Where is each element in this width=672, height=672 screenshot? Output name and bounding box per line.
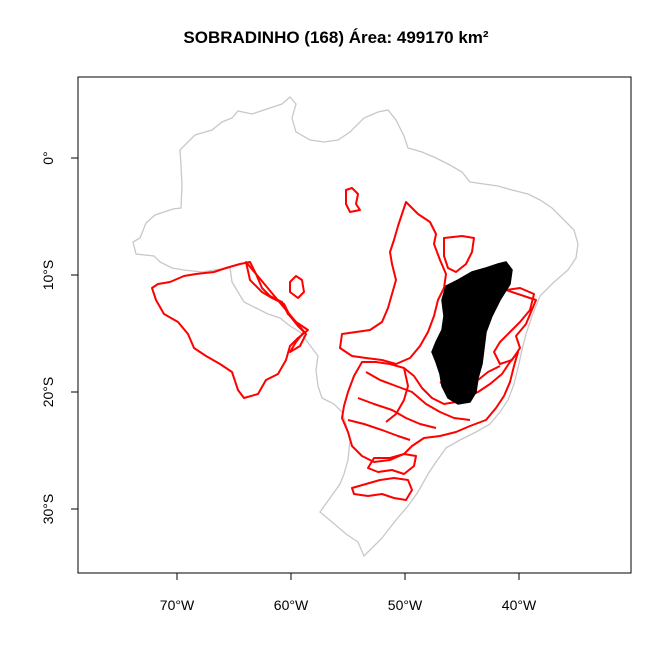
map-title: SOBRADINHO (168) Área: 499170 km² (183, 28, 489, 47)
basin-outline-south (367, 453, 417, 475)
brazil-outline (132, 96, 579, 558)
basin-outline-internal-4 (385, 367, 409, 423)
basin-outline-east-coast (493, 287, 537, 365)
basin-outline-west (151, 261, 309, 399)
basin-outline-parana (341, 351, 519, 463)
basin-outline-small-pocket (289, 275, 305, 299)
x-axis: 70°W 60°W 50°W 40°W (160, 572, 537, 613)
sub-basin-outlines (151, 187, 537, 501)
y-tick-label: 20°S (40, 377, 56, 408)
highlighted-basin-sobradinho (431, 261, 513, 405)
x-tick-label: 60°W (274, 597, 309, 613)
basin-outline-internal-1 (365, 371, 471, 421)
y-tick-label: 10°S (40, 260, 56, 291)
basin-outline-north-spur (345, 187, 361, 213)
basin-outline-uruguay (351, 477, 413, 501)
basin-outline-mato-grosso (245, 261, 307, 353)
basin-outline-internal-2 (357, 397, 437, 429)
x-tick-label: 70°W (160, 597, 195, 613)
y-tick-label: 0° (40, 151, 56, 164)
plot-frame (77, 76, 632, 574)
x-tick-label: 40°W (502, 597, 537, 613)
y-tick-label: 30°S (40, 494, 56, 525)
basin-outline-northeast (443, 235, 475, 273)
x-tick-label: 50°W (388, 597, 423, 613)
basin-outline-internal-3 (347, 419, 411, 441)
basin-outline-tocantins (339, 201, 447, 365)
y-axis: 0° 10°S 20°S 30°S (40, 151, 79, 525)
